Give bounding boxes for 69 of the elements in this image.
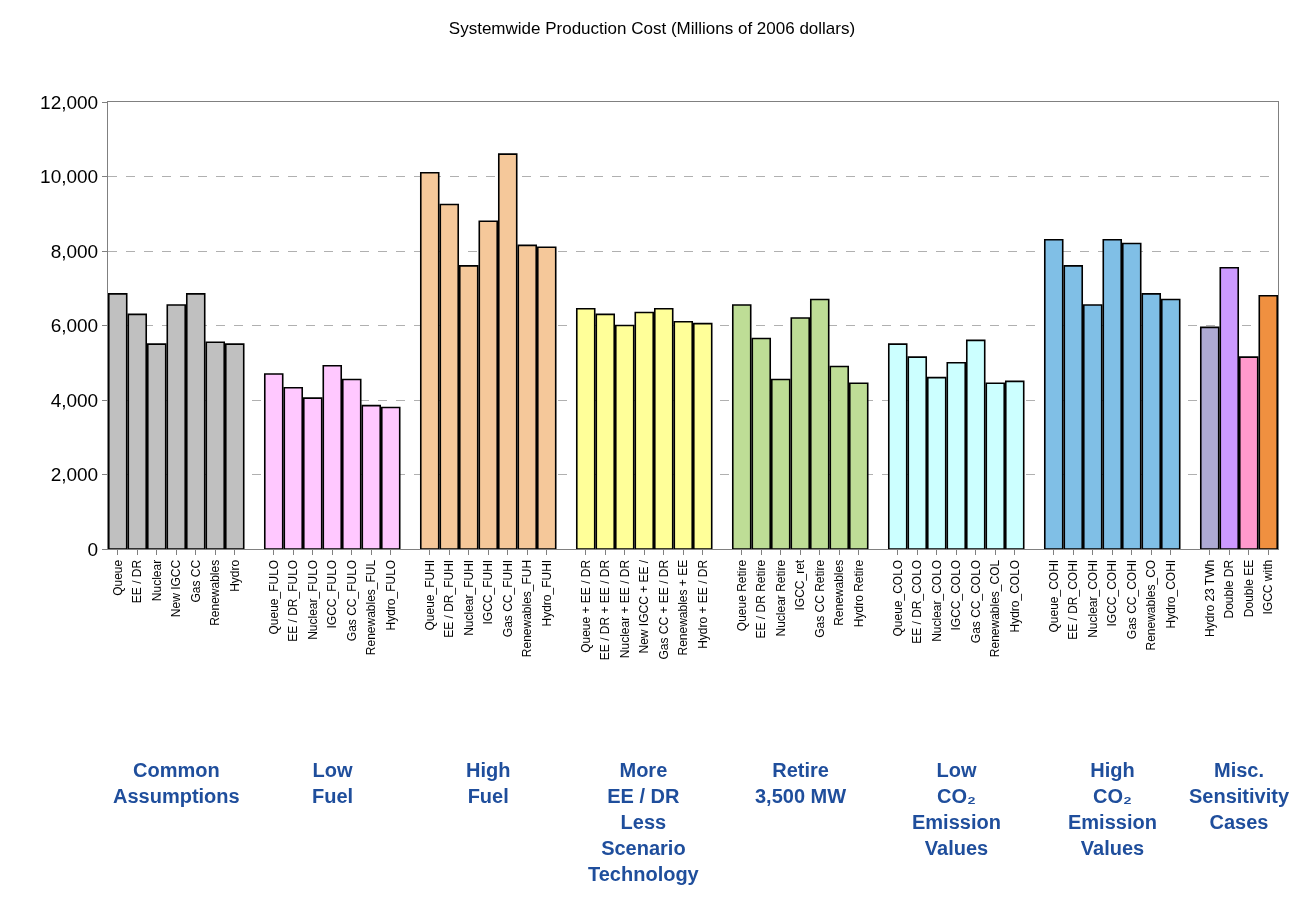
y-tick-label: 2,000 [50, 464, 99, 486]
x-tick-label: Hydro_COHI [1163, 559, 1178, 629]
chart-title: Systemwide Production Cost (Millions of 2006 dollars) [448, 19, 856, 39]
x-tick-label: Hydro + EE / DR [695, 559, 710, 649]
x-tick-label: Hydro [227, 559, 242, 592]
x-tick-label: Double EE [1241, 559, 1256, 618]
x-tick-label: Gas CC Retire [812, 559, 827, 638]
x-tick-label: Gas CC_COLO [968, 559, 983, 644]
x-tick-label: IGCC_ret [793, 559, 808, 611]
x-tick-label: Nuclear + EE / DR [617, 559, 632, 659]
x-tick-label: Nuclear_FUHI [461, 559, 476, 636]
text: Low CO₂ Emission Values [912, 759, 1001, 859]
x-tick-label: Gas CC + EE / DR [656, 559, 671, 660]
x-tick-label: Nuclear_COHI [1085, 559, 1100, 638]
x-tick-label: Nuclear_FULO [305, 559, 320, 640]
x-tick-label: Hydro 23 TWh [1202, 559, 1217, 637]
x-tick-label: New IGCC [169, 559, 184, 618]
x-tick-label: Hydro_FULO [383, 559, 398, 631]
x-tick-label: IGCC_FUHI [481, 559, 496, 625]
x-tick-label: Nuclear_COLO [929, 559, 944, 642]
x-tick-label: Renewables_CO [1144, 559, 1159, 651]
x-tick-label: Queue_FULO [266, 559, 281, 635]
x-tick-label: Hydro Retire [851, 559, 866, 628]
x-tick-label: IGCC_COLO [949, 559, 964, 631]
x-tick-label: Gas CC_COHI [1124, 559, 1139, 640]
x-tick-label: Renewables_COL [988, 559, 1003, 658]
y-tick-label: 4,000 [50, 389, 99, 411]
x-tick-label: Renewables [832, 559, 847, 626]
x-tick-label: Hydro_FUHI [539, 559, 554, 627]
x-tick-label: Hydro_COLO [1007, 559, 1022, 633]
x-tick-label: Gas CC_FULO [344, 559, 359, 642]
x-tick-label: EE / DR_FUHI [442, 559, 457, 638]
x-tick-label: Queue_FUHI [422, 559, 437, 631]
x-tick-label: EE / DR Retire [754, 559, 769, 639]
x-tick-label: EE / DR_COHI [1066, 559, 1081, 640]
y-tick-label: 6,000 [50, 315, 99, 337]
x-tick-label: EE / DR_FULO [286, 559, 301, 642]
x-tick-label: EE / DR_COLO [910, 559, 925, 644]
x-tick-label: Renewables + EE [676, 559, 691, 656]
text: High CO₂ Emission Values [1068, 759, 1157, 859]
x-tick-label: Double DR [1222, 559, 1237, 619]
text: Common Assumptions [113, 759, 240, 807]
y-tick-label: 12,000 [40, 91, 99, 113]
x-tick-label: Nuclear Retire [773, 559, 788, 637]
text: High Fuel [466, 759, 511, 807]
x-tick-label: Queue_COLO [890, 559, 905, 637]
x-tick-label: IGCC with [1261, 559, 1276, 615]
text: Misc. Sensitivity Cases [1189, 759, 1290, 833]
x-tick-label: New IGCC + EE / [637, 559, 652, 654]
x-tick-label: Renewables [208, 559, 223, 626]
text: Retire 3,500 MW [755, 759, 847, 807]
x-tick-label: IGCC_COHI [1105, 559, 1120, 627]
text: More EE / DR Less Scenario Technology [588, 759, 700, 885]
x-tick-label: Renewables_FUH [520, 559, 535, 658]
x-tick-label: Queue_COHI [1046, 559, 1061, 633]
text: Low Fuel [312, 759, 354, 807]
x-tick-label: Renewables_FUL [364, 559, 379, 656]
x-tick-label: EE / DR [130, 559, 145, 604]
x-tick-label: Nuclear [149, 559, 164, 602]
y-tick-label: 0 [87, 538, 99, 560]
x-tick-label: IGCC_FULO [325, 559, 340, 629]
x-tick-label: EE / DR + EE / DR [598, 559, 613, 661]
y-tick-label: 8,000 [50, 240, 99, 262]
x-tick-label: Queue + EE / DR [578, 559, 593, 653]
x-tick-label: Queue [110, 559, 125, 596]
x-tick-label: Gas CC_FUHI [500, 559, 515, 638]
x-tick-label: Queue Retire [734, 559, 749, 632]
y-tick-label: 10,000 [40, 166, 99, 188]
x-tick-label: Gas CC [188, 559, 203, 603]
